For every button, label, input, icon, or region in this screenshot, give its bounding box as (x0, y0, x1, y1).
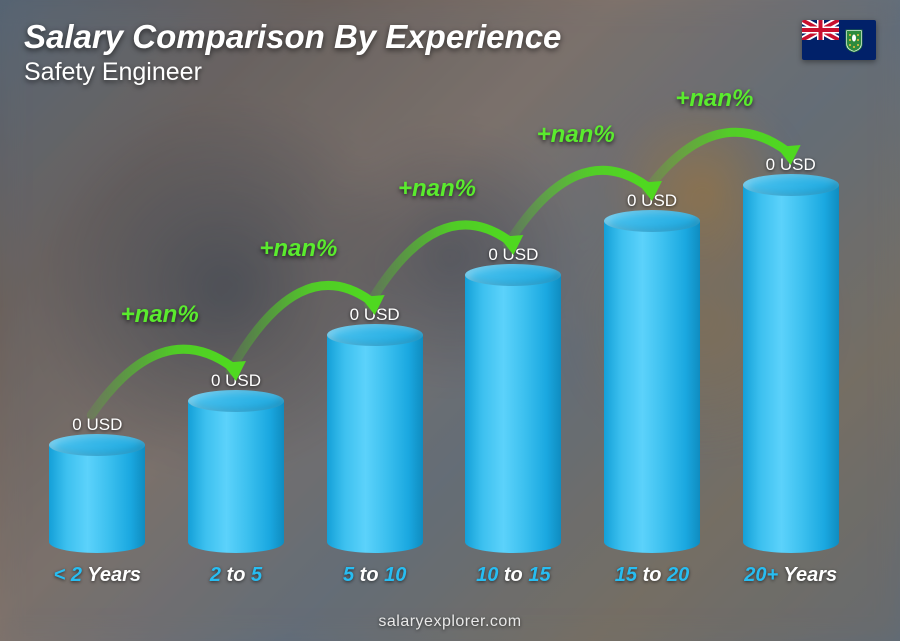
bar-top-ellipse (743, 174, 839, 196)
bar-top-ellipse (49, 434, 145, 456)
bar-top-ellipse (465, 264, 561, 286)
bar-value-label: 0 USD (72, 415, 122, 435)
bar-slot: 0 USD (444, 113, 583, 553)
bar-value-label: 0 USD (350, 305, 400, 325)
bar-body (327, 335, 423, 553)
country-flag-bvi (802, 20, 876, 60)
bar-value-label: 0 USD (766, 155, 816, 175)
x-axis-category: < 2 Years (28, 564, 167, 587)
bar-top-ellipse (188, 390, 284, 412)
bar-body (465, 275, 561, 553)
bar-body (604, 221, 700, 553)
bar (743, 185, 839, 553)
bar-chart: 0 USD0 USD0 USD0 USD0 USD0 USD +nan%+nan… (28, 107, 860, 587)
x-axis-category: 20+ Years (721, 564, 860, 587)
bar (604, 221, 700, 553)
bar-top-ellipse (327, 324, 423, 346)
bar-body (743, 185, 839, 553)
bar (188, 401, 284, 553)
bar-value-label: 0 USD (627, 191, 677, 211)
bar-slot: 0 USD (583, 113, 722, 553)
bar-slot: 0 USD (721, 113, 860, 553)
bar-slot: 0 USD (28, 113, 167, 553)
chart-title: Salary Comparison By Experience (24, 18, 561, 56)
bar (465, 275, 561, 553)
bar (49, 445, 145, 553)
x-axis-category: 5 to 10 (305, 564, 444, 587)
bar-top-ellipse (604, 210, 700, 232)
bar-slot: 0 USD (167, 113, 306, 553)
x-axis-labels: < 2 Years2 to 55 to 1010 to 1515 to 2020… (28, 564, 860, 587)
x-axis-category: 10 to 15 (444, 564, 583, 587)
bar-body (49, 445, 145, 553)
x-axis-category: 2 to 5 (167, 564, 306, 587)
bars-container: 0 USD 0 USD 0 USD 0 USD 0 USD 0 USD (28, 113, 860, 553)
bar (327, 335, 423, 553)
bar-value-label: 0 USD (488, 245, 538, 265)
chart-subtitle: Safety Engineer (24, 58, 561, 87)
bar-body (188, 401, 284, 553)
bar-value-label: 0 USD (211, 371, 261, 391)
header: Salary Comparison By Experience Safety E… (24, 18, 561, 87)
x-axis-category: 15 to 20 (583, 564, 722, 587)
bar-slot: 0 USD (305, 113, 444, 553)
footer-attribution: salaryexplorer.com (0, 613, 900, 631)
